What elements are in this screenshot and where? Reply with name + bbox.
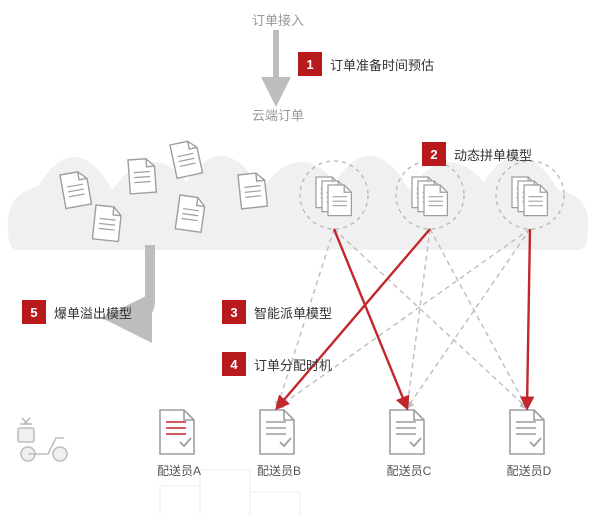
svg-layer	[0, 0, 596, 515]
step-label: 爆单溢出模型	[54, 303, 132, 322]
courier-doc-icon	[390, 410, 424, 454]
step-label: 订单分配时机	[254, 355, 332, 374]
assign-arrow-dashed	[407, 229, 530, 408]
courier-doc-icon	[510, 410, 544, 454]
step-label: 智能派单模型	[254, 303, 332, 322]
doc-icon	[128, 158, 156, 194]
step-num-box: 2	[422, 142, 446, 166]
assign-arrow-dashed	[334, 229, 527, 408]
step-tag-2: 2 动态拼单模型	[422, 142, 532, 166]
doc-icon	[424, 185, 447, 216]
order-access-label: 订单接入	[252, 10, 304, 29]
step-num-box: 3	[222, 300, 246, 324]
courier-label-C: 配送员C	[382, 462, 436, 479]
step-tag-5: 5 爆单溢出模型	[22, 300, 132, 324]
doc-icon	[238, 172, 267, 209]
doc-icon	[524, 185, 547, 216]
step-num-box: 5	[22, 300, 46, 324]
courier-label-A: 配送员A	[152, 462, 206, 479]
diagram-stage: 订单接入 云端订单 1 订单准备时间预估 2 动态拼单模型 3 智能派单模型 4 订单分配时机…	[0, 0, 596, 515]
step-num-box: 4	[222, 352, 246, 376]
courier-doc-icon	[160, 410, 194, 454]
step-label: 动态拼单模型	[454, 145, 532, 164]
courier-label-D: 配送员D	[502, 462, 556, 479]
step-tag-1: 1 订单准备时间预估	[298, 52, 434, 76]
scooter-icon	[18, 418, 67, 461]
doc-icon	[328, 185, 351, 216]
doc-icon	[92, 205, 121, 242]
assign-arrow-dashed	[430, 229, 527, 408]
step-label: 订单准备时间预估	[330, 55, 434, 74]
step-tag-3: 3 智能派单模型	[222, 300, 332, 324]
courier-label-B: 配送员B	[252, 462, 306, 479]
assign-arrow-red	[527, 229, 530, 408]
step-tag-4: 4 订单分配时机	[222, 352, 332, 376]
step-num-box: 1	[298, 52, 322, 76]
cloud-orders-label: 云端订单	[252, 105, 304, 124]
assign-arrow-red	[334, 229, 407, 408]
courier-doc-icon	[260, 410, 294, 454]
assign-arrow-dashed	[407, 229, 430, 408]
